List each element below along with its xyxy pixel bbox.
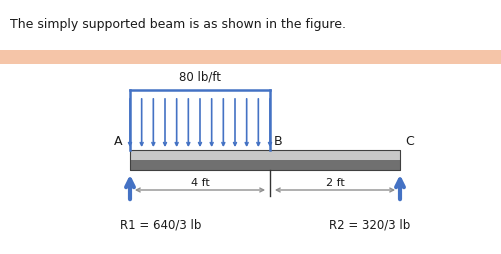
Text: B: B [274, 135, 282, 148]
Text: R2 = 320/3 lb: R2 = 320/3 lb [328, 218, 409, 231]
Text: C: C [404, 135, 413, 148]
Bar [0, 50, 501, 64]
Bar [130, 160, 399, 170]
Text: 4 ft: 4 ft [190, 178, 209, 188]
Text: 80 lb/ft: 80 lb/ft [179, 71, 220, 84]
Text: The simply supported beam is as shown in the figure.: The simply supported beam is as shown in… [10, 18, 345, 31]
Text: A: A [113, 135, 122, 148]
Bar [130, 150, 399, 160]
Text: 2 ft: 2 ft [325, 178, 344, 188]
Text: R1 = 640/3 lb: R1 = 640/3 lb [120, 218, 201, 231]
